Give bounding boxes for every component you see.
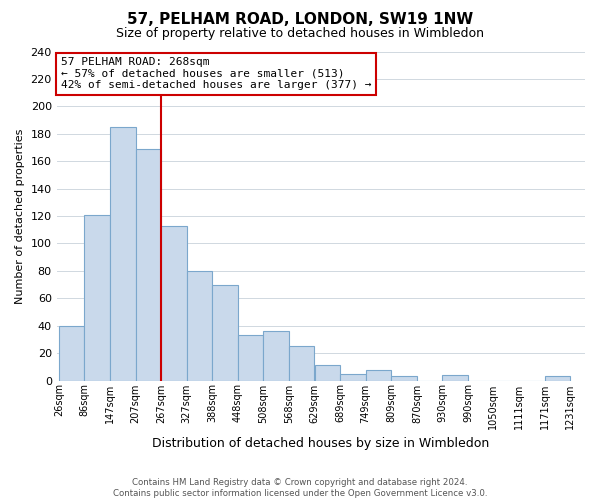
Bar <box>161 226 187 380</box>
Bar <box>365 370 391 380</box>
Text: 57 PELHAM ROAD: 268sqm
← 57% of detached houses are smaller (513)
42% of semi-de: 57 PELHAM ROAD: 268sqm ← 57% of detached… <box>61 57 371 90</box>
Bar <box>110 127 136 380</box>
X-axis label: Distribution of detached houses by size in Wimbledon: Distribution of detached houses by size … <box>152 437 490 450</box>
Y-axis label: Number of detached properties: Number of detached properties <box>15 128 25 304</box>
Text: Size of property relative to detached houses in Wimbledon: Size of property relative to detached ho… <box>116 28 484 40</box>
Bar <box>212 284 238 380</box>
Bar <box>545 376 570 380</box>
Bar <box>263 331 289 380</box>
Text: Contains HM Land Registry data © Crown copyright and database right 2024.
Contai: Contains HM Land Registry data © Crown c… <box>113 478 487 498</box>
Text: 57, PELHAM ROAD, LONDON, SW19 1NW: 57, PELHAM ROAD, LONDON, SW19 1NW <box>127 12 473 28</box>
Bar <box>391 376 416 380</box>
Bar <box>289 346 314 380</box>
Bar <box>187 271 212 380</box>
Bar <box>84 214 110 380</box>
Bar <box>442 375 468 380</box>
Bar <box>238 336 263 380</box>
Bar <box>314 366 340 380</box>
Bar <box>59 326 84 380</box>
Bar <box>136 149 161 380</box>
Bar <box>340 374 365 380</box>
